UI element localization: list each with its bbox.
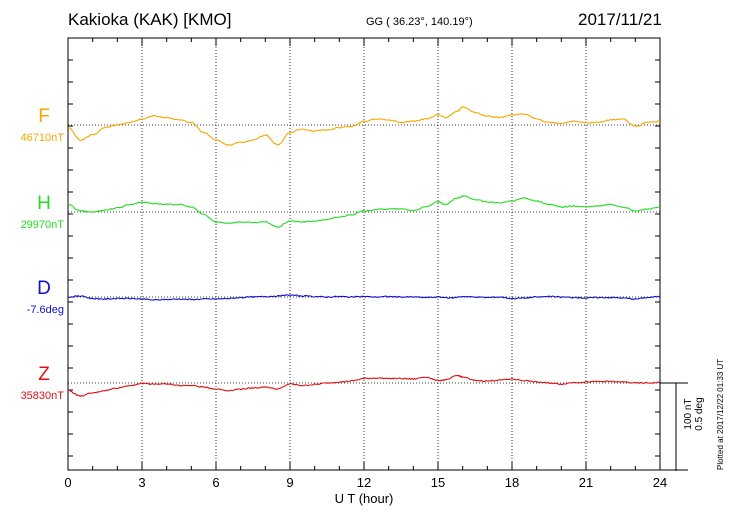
x-axis-label: U T (hour) xyxy=(335,491,394,506)
x-tick-label: 21 xyxy=(579,475,593,490)
x-tick-label: 0 xyxy=(64,475,71,490)
x-tick-label: 12 xyxy=(357,475,371,490)
channel-baseline-h: 29970nT xyxy=(21,219,65,231)
x-tick-label: 24 xyxy=(653,475,667,490)
scale-nt-label: 100 nT xyxy=(683,398,694,430)
series-line-z xyxy=(67,374,661,397)
channel-name-d: D xyxy=(37,278,51,299)
x-tick-label: 9 xyxy=(286,475,293,490)
station-title: Kakioka (KAK) [KMO] xyxy=(68,10,232,29)
scale-legend: 100 nT 0.5 deg xyxy=(683,384,705,444)
x-tick-label: 6 xyxy=(212,475,219,490)
plotted-timestamp: Plotted at 2017/12/22 01:33 UT xyxy=(716,358,725,470)
series-line-f xyxy=(67,106,661,147)
x-tick-label: 18 xyxy=(505,475,519,490)
series-line-h xyxy=(67,194,660,228)
series-line-d xyxy=(67,294,661,301)
channel-name-z: Z xyxy=(38,364,50,385)
channel-baseline-d: -7.6deg xyxy=(27,304,64,316)
x-tick-label: 15 xyxy=(431,475,445,490)
scale-deg-label: 0.5 deg xyxy=(694,397,705,431)
channel-name-f: F xyxy=(38,106,50,127)
station-coordinates: GG ( 36.23°, 140.19°) xyxy=(366,16,473,28)
record-date: 2017/11/21 xyxy=(578,10,662,29)
channel-baseline-z: 35830nT xyxy=(21,390,65,402)
x-tick-label: 3 xyxy=(138,475,145,490)
channel-name-h: H xyxy=(37,193,51,214)
channel-baseline-f: 46710nT xyxy=(21,132,65,144)
